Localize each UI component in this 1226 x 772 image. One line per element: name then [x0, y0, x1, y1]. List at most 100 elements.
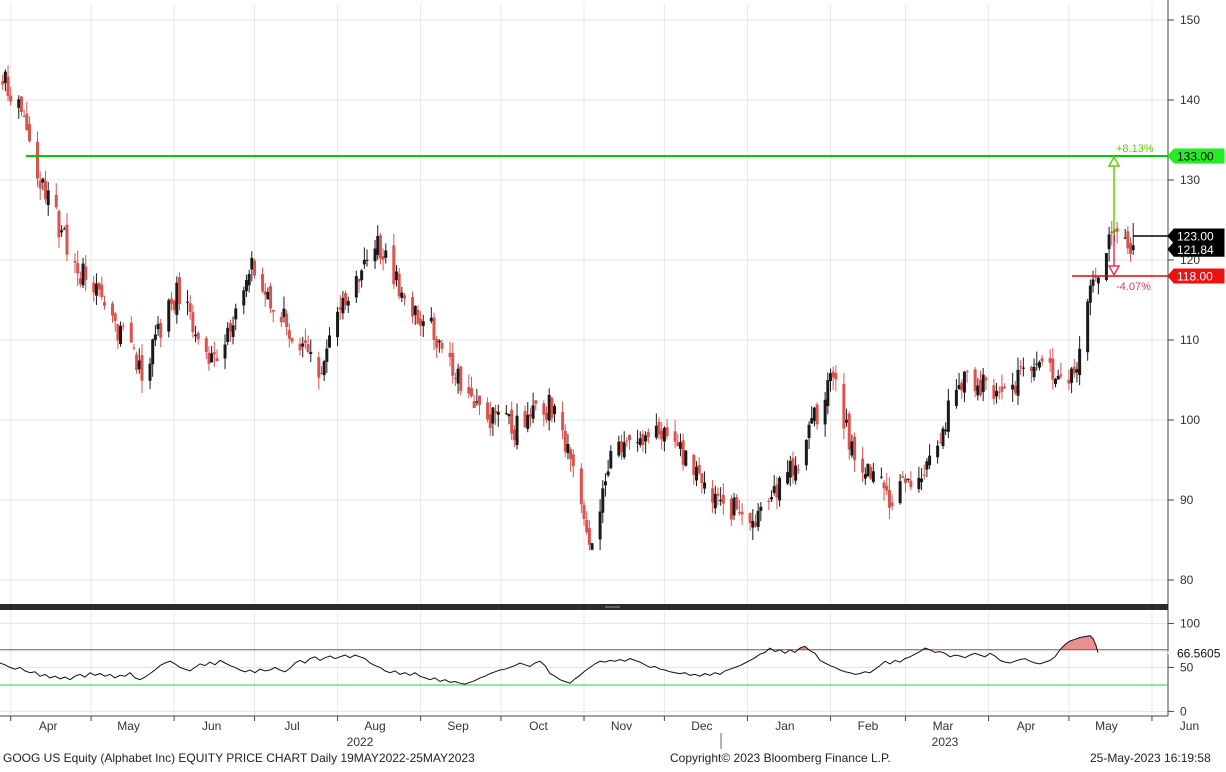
- candle-body: [309, 352, 313, 354]
- footer-timestamp: 25-May-2023 16:19:58: [1090, 751, 1211, 765]
- candle-body: [357, 278, 361, 282]
- candle-body: [1123, 237, 1127, 239]
- candle-body: [563, 430, 567, 452]
- candle-body: [810, 418, 814, 424]
- candle-body: [137, 360, 141, 370]
- downside-arrow-head: [1107, 265, 1121, 277]
- candle-body: [660, 430, 664, 440]
- candle-body: [247, 273, 251, 286]
- candle-body: [25, 113, 29, 131]
- candle-body: [1048, 358, 1052, 363]
- candle-body: [177, 277, 181, 304]
- candle-body: [713, 493, 717, 509]
- candle-body: [812, 407, 816, 421]
- candle-body: [191, 312, 195, 333]
- candle-body: [159, 323, 163, 338]
- candle-body: [403, 295, 407, 299]
- candle-body: [748, 512, 752, 524]
- candle-body: [681, 440, 685, 465]
- candle-body: [566, 444, 570, 454]
- candle-body: [459, 366, 463, 392]
- price-tick-label: 80: [1180, 573, 1194, 587]
- candle-body: [772, 486, 776, 493]
- candle-body: [36, 141, 40, 179]
- upside-arrow-head: [1107, 155, 1121, 167]
- candle-body: [475, 401, 479, 403]
- candle-body: [228, 322, 232, 332]
- candle-body: [778, 477, 782, 501]
- candle-body: [279, 316, 283, 323]
- candle-body: [392, 245, 396, 285]
- candle-body: [700, 473, 704, 484]
- candle-body: [338, 307, 342, 310]
- candle-body: [121, 325, 125, 327]
- candle-body: [22, 116, 26, 118]
- candle-body: [81, 263, 85, 286]
- candle-body: [303, 340, 307, 343]
- month-label: Jan: [775, 719, 794, 733]
- candle-body: [1129, 242, 1133, 254]
- candle-body: [271, 309, 275, 312]
- rsi-last-value: 66.5605: [1177, 646, 1221, 660]
- candle-body: [169, 298, 173, 304]
- candle-body: [494, 410, 498, 414]
- candle-body: [285, 313, 289, 327]
- candle-body: [979, 379, 983, 396]
- candle-body: [54, 194, 58, 208]
- candle-body: [1029, 366, 1033, 372]
- candle-body: [215, 358, 219, 362]
- rsi-last-tag-bg: [1167, 645, 1225, 661]
- candle-body: [735, 496, 739, 510]
- candle-body: [1086, 301, 1090, 353]
- candle-body: [831, 371, 835, 378]
- month-label: Apr: [1017, 719, 1036, 733]
- upside-pct-label: +8.13%: [1116, 143, 1154, 155]
- candle-body: [38, 180, 42, 189]
- candle-body: [132, 347, 136, 349]
- candle-body: [807, 424, 811, 438]
- candle-body: [697, 464, 701, 474]
- candle-body: [1096, 277, 1100, 284]
- candle-body: [732, 497, 736, 516]
- rsi-tick-label: 100: [1180, 616, 1200, 630]
- candle-body: [609, 451, 613, 469]
- year-label-2022: 2022: [347, 735, 374, 749]
- candle-body: [1019, 366, 1023, 368]
- candle-body: [111, 303, 115, 316]
- candle-body: [1070, 368, 1074, 383]
- candle-body: [598, 511, 602, 540]
- candle-body: [100, 284, 104, 298]
- candle-body: [1, 81, 5, 85]
- candle-body: [381, 256, 385, 260]
- candle-body: [823, 399, 827, 425]
- candle-body: [1126, 231, 1130, 249]
- candle-body: [432, 317, 436, 340]
- candle-body: [373, 248, 377, 262]
- candle-body: [869, 466, 873, 479]
- candle-body: [753, 522, 757, 527]
- candle-body: [269, 286, 273, 309]
- candle-body: [1067, 379, 1071, 384]
- candle-body: [767, 500, 771, 502]
- candle-body: [62, 228, 66, 230]
- candle-body: [1056, 375, 1060, 380]
- footer-title: GOOG US Equity (Alphabet Inc) EQUITY PRI…: [3, 751, 475, 765]
- candle-body: [94, 283, 98, 296]
- candle-body: [646, 432, 650, 438]
- candle-body: [210, 353, 214, 363]
- candle-body: [703, 482, 707, 489]
- candle-body: [928, 455, 932, 466]
- candle-body: [507, 413, 511, 417]
- candle-body: [826, 380, 830, 407]
- rsi-tick-label: 0: [1180, 704, 1187, 718]
- candle-body: [301, 343, 305, 347]
- candle-body: [628, 435, 632, 441]
- candle-body: [376, 236, 380, 255]
- candle-body: [885, 485, 889, 491]
- candle-body: [1016, 369, 1020, 396]
- candle-body: [638, 438, 642, 445]
- candle-body: [113, 313, 117, 321]
- candle-body: [234, 308, 238, 320]
- candle-body: [917, 477, 921, 489]
- candle-body: [673, 431, 677, 442]
